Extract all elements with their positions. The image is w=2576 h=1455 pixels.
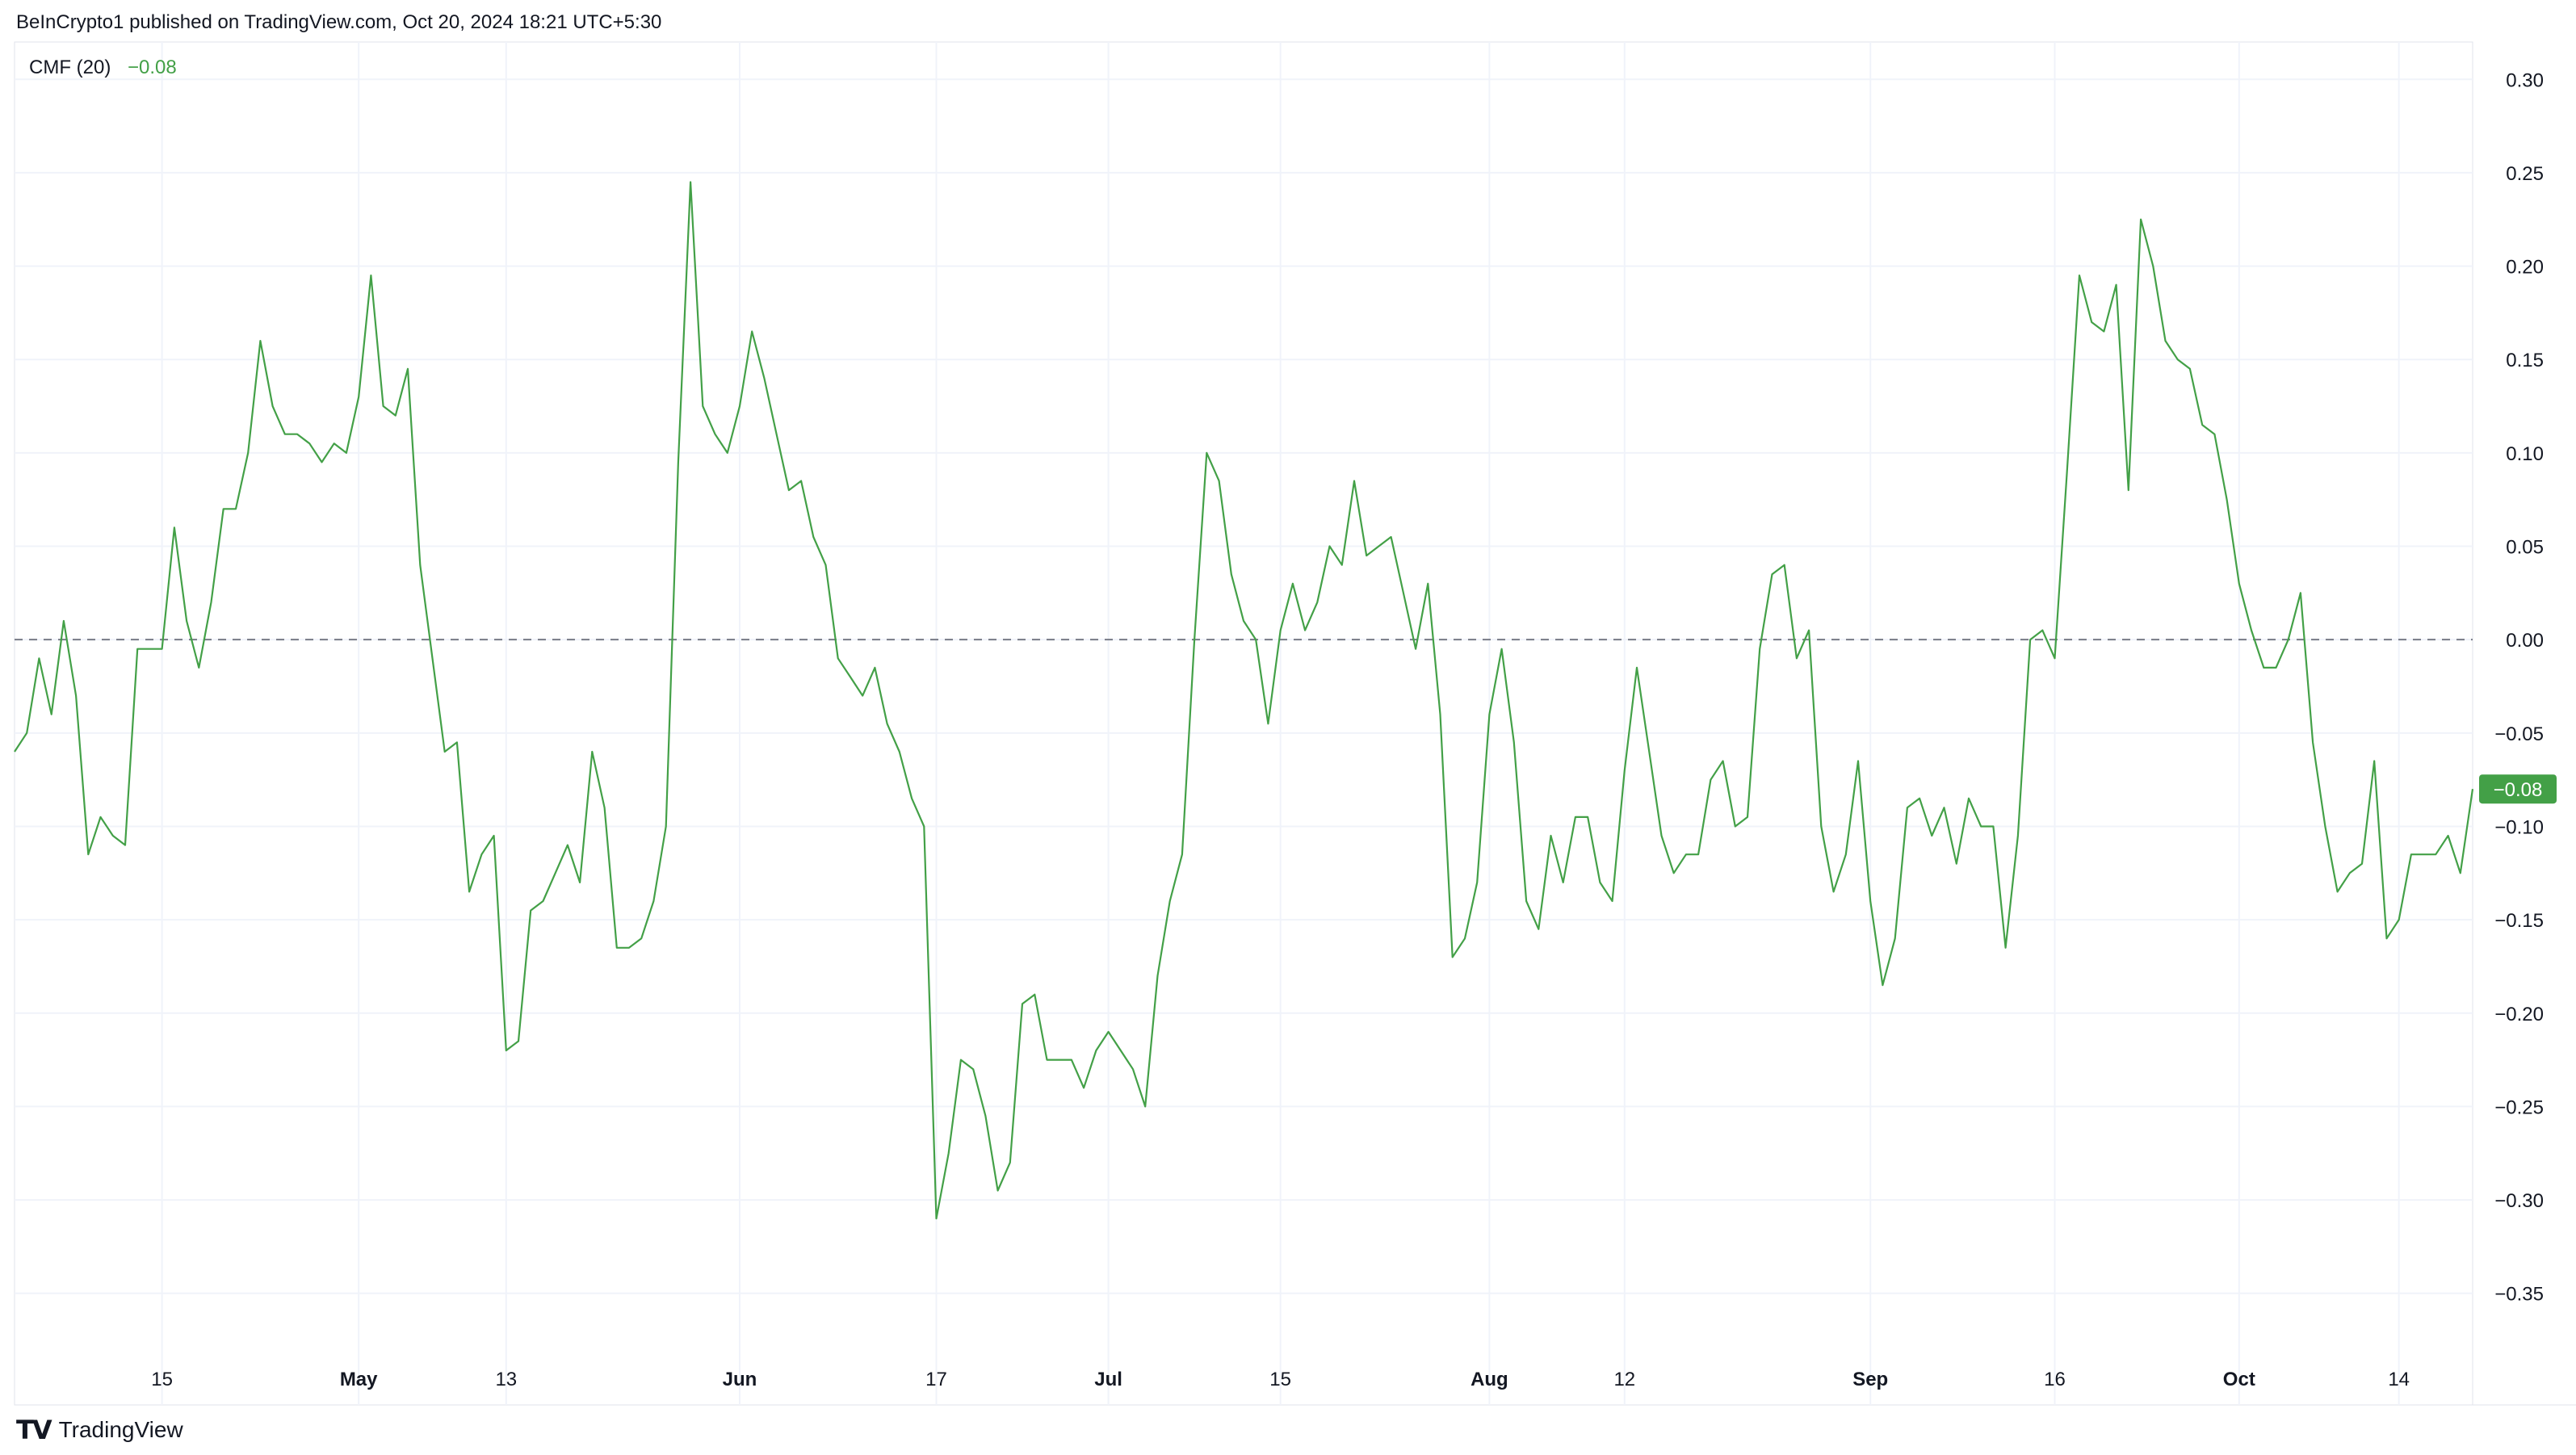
x-tick-label: Oct xyxy=(2223,1369,2255,1390)
last-value-badge xyxy=(2479,774,2557,804)
y-tick-label: 0.10 xyxy=(2506,443,2544,465)
indicator-name: CMF (20) xyxy=(29,57,111,78)
indicator-value: −0.08 xyxy=(128,57,177,78)
y-tick-label: −0.25 xyxy=(2494,1096,2544,1118)
tradingview-branding[interactable]: TV TradingView xyxy=(16,1415,183,1445)
cmf-series-line xyxy=(14,181,2474,1220)
y-tick-label: 0.05 xyxy=(2506,537,2544,559)
tradingview-logo-icon: TV xyxy=(16,1415,52,1445)
x-tick-label: Jul xyxy=(1094,1369,1122,1390)
published-header: BeInCrypto1 published on TradingView.com… xyxy=(16,11,662,33)
last-value-label: −0.08 xyxy=(2494,779,2543,801)
y-tick-label: 0.25 xyxy=(2506,163,2544,185)
x-tick-label: 16 xyxy=(2044,1369,2066,1390)
y-tick-label: 0.20 xyxy=(2506,257,2544,279)
x-tick-label: 14 xyxy=(2388,1369,2410,1390)
x-tick-label: 15 xyxy=(151,1369,173,1390)
x-tick-label: 15 xyxy=(1269,1369,1291,1390)
x-tick-label: May xyxy=(340,1369,378,1390)
x-tick-label: Jun xyxy=(723,1369,757,1390)
y-tick-label: 0.00 xyxy=(2506,630,2544,652)
y-tick-label: 0.15 xyxy=(2506,350,2544,371)
y-tick-label: −0.35 xyxy=(2494,1284,2544,1306)
x-tick-label: 12 xyxy=(1613,1369,1635,1390)
indicator-legend[interactable]: CMF (20) −0.08 xyxy=(29,57,177,79)
y-tick-label: −0.20 xyxy=(2494,1004,2544,1025)
x-tick-label: 13 xyxy=(495,1369,517,1390)
y-tick-label: −0.30 xyxy=(2494,1190,2544,1212)
x-tick-label: 17 xyxy=(925,1369,947,1390)
y-tick-label: 0.30 xyxy=(2506,69,2544,91)
brand-name: TradingView xyxy=(58,1417,183,1442)
y-tick-label: −0.15 xyxy=(2494,910,2544,932)
x-tick-label: Aug xyxy=(1471,1369,1508,1390)
y-tick-label: −0.10 xyxy=(2494,816,2544,838)
y-tick-label: −0.05 xyxy=(2494,723,2544,745)
x-tick-label: Sep xyxy=(1852,1369,1888,1390)
